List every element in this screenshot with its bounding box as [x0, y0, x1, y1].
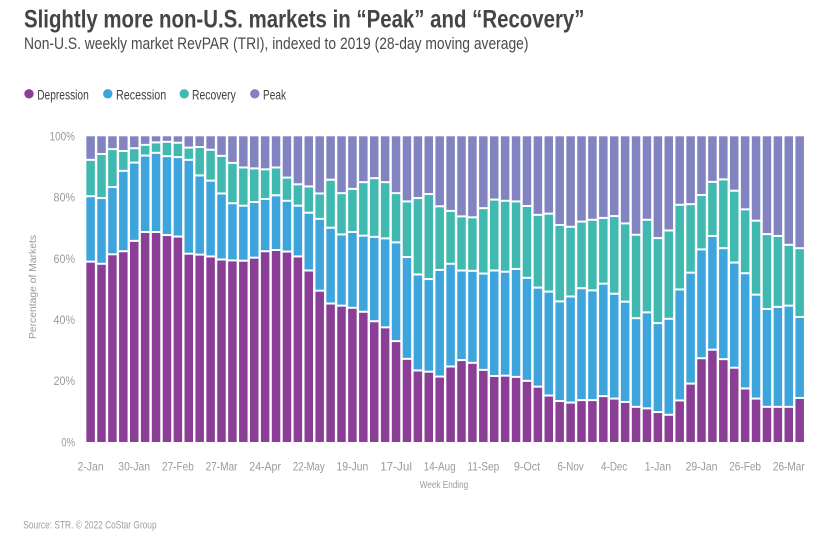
- svg-text:Percentage of Markets: Percentage of Markets: [28, 235, 39, 339]
- svg-text:20%: 20%: [54, 374, 76, 388]
- svg-text:2-Jan: 2-Jan: [77, 459, 103, 473]
- svg-text:100%: 100%: [50, 130, 76, 144]
- svg-text:30-Jan: 30-Jan: [118, 459, 150, 473]
- svg-text:4-Dec: 4-Dec: [601, 459, 627, 473]
- svg-text:Slightly more non-U.S. markets: Slightly more non-U.S. markets in “Peak”…: [24, 6, 585, 34]
- svg-text:19-Jun: 19-Jun: [337, 459, 369, 473]
- svg-text:Depression: Depression: [37, 88, 89, 103]
- svg-text:Non-U.S. weekly market RevPAR: Non-U.S. weekly market RevPAR (TRI), ind…: [24, 35, 529, 53]
- svg-text:11-Sep: 11-Sep: [467, 459, 499, 473]
- svg-text:Week Ending: Week Ending: [420, 480, 468, 491]
- svg-text:0%: 0%: [61, 435, 75, 449]
- svg-text:Recovery: Recovery: [192, 88, 236, 103]
- svg-text:Source: STR. © 2022 CoStar Gro: Source: STR. © 2022 CoStar Group: [23, 519, 156, 531]
- svg-text:17-Jul: 17-Jul: [380, 459, 412, 473]
- svg-text:Peak: Peak: [263, 88, 286, 103]
- svg-text:80%: 80%: [54, 191, 76, 205]
- svg-text:Recession: Recession: [116, 88, 166, 103]
- svg-text:9-Oct: 9-Oct: [514, 459, 541, 473]
- svg-text:40%: 40%: [54, 313, 76, 327]
- svg-text:26-Feb: 26-Feb: [729, 459, 761, 473]
- svg-text:29-Jan: 29-Jan: [686, 459, 718, 473]
- svg-text:26-Mar: 26-Mar: [773, 459, 805, 473]
- svg-text:1-Jan: 1-Jan: [645, 459, 671, 473]
- svg-text:14-Aug: 14-Aug: [424, 459, 456, 473]
- svg-text:6-Nov: 6-Nov: [557, 459, 583, 473]
- svg-text:27-Feb: 27-Feb: [162, 459, 194, 473]
- svg-text:24-Apr: 24-Apr: [249, 459, 281, 473]
- svg-text:27-Mar: 27-Mar: [206, 459, 238, 473]
- svg-text:22-May: 22-May: [293, 459, 325, 473]
- svg-text:60%: 60%: [54, 252, 76, 266]
